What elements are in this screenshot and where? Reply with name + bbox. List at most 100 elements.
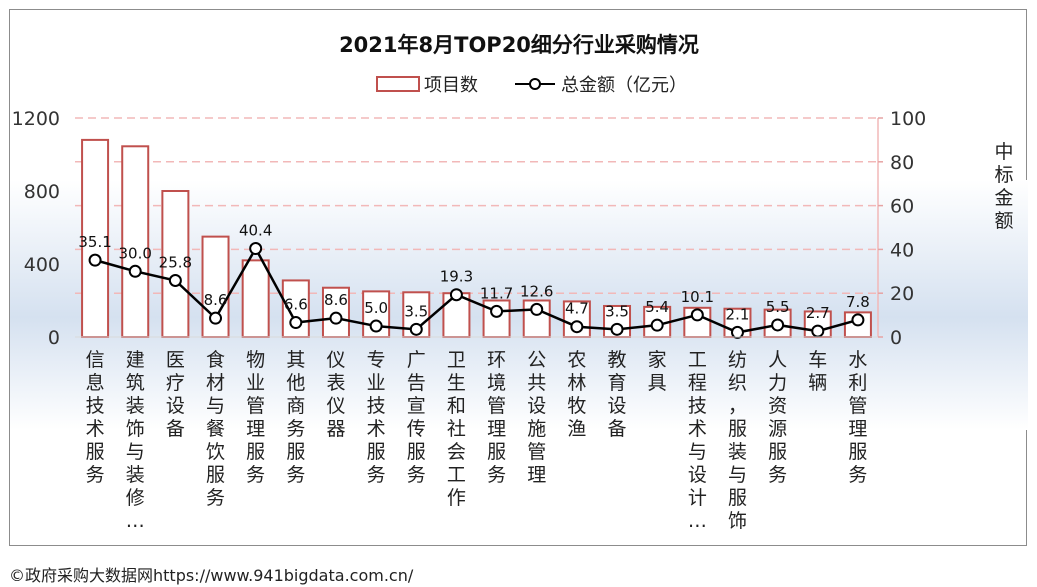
line-point <box>610 322 624 336</box>
x-tick-char: 境 <box>487 372 506 394</box>
x-tick-char: 信 <box>86 349 105 371</box>
x-tick-char: 服 <box>86 441 105 463</box>
x-tick-char: 和 <box>447 395 466 417</box>
x-tick-char: 宣 <box>407 395 426 417</box>
x-tick-char: 设 <box>166 395 185 417</box>
x-tick-char: 服 <box>407 441 426 463</box>
x-tick-char: 务 <box>86 464 105 486</box>
y-tick-label-right: 100 <box>890 108 926 130</box>
line-point <box>811 324 825 338</box>
source-note: ©政府采购大数据网https://www.941bigdata.com.cn/ <box>9 566 414 585</box>
x-tick-char: 作 <box>447 487 466 509</box>
x-tick-char: 资 <box>768 395 787 417</box>
x-tick-char: 理 <box>527 464 546 486</box>
x-tick-char: 力 <box>768 372 787 394</box>
x-tick-char: 装 <box>728 441 747 463</box>
line-point <box>650 318 664 332</box>
x-tick-char: 与 <box>126 441 145 463</box>
x-tick-char: 疗 <box>166 372 185 394</box>
x-tick-char: 服 <box>848 441 867 463</box>
x-tick-char: 工 <box>447 464 466 486</box>
x-tick-label: 车辆 <box>808 349 827 394</box>
x-tick-char: 物 <box>246 349 265 371</box>
x-axis: 信息技术服务建筑装饰与装修…医疗设备食材与餐饮服务物业管理服务其他商务服务仪表仪… <box>75 336 878 532</box>
line-point <box>369 319 383 333</box>
line-point <box>209 311 223 325</box>
x-tick-char: 业 <box>367 372 386 394</box>
x-tick-char: 器 <box>326 418 345 440</box>
line-point <box>409 322 423 336</box>
bar <box>121 145 150 338</box>
x-tick-label: 建筑装饰与装修… <box>126 349 145 532</box>
data-label: 4.7 <box>565 300 589 318</box>
data-label: 25.8 <box>159 253 192 271</box>
x-tick-char: 筑 <box>126 372 145 394</box>
x-tick-char: 建 <box>126 349 145 371</box>
y-tick-label-left: 0 <box>48 327 60 349</box>
x-tick-char: 理 <box>487 418 506 440</box>
x-tick-char: 传 <box>407 418 426 440</box>
x-tick-char: 技 <box>367 395 386 417</box>
x-tick-char: 源 <box>768 418 787 440</box>
x-tick-char: 技 <box>86 395 105 417</box>
x-tick-char: 设 <box>527 395 546 417</box>
x-tick-char: 利 <box>848 372 867 394</box>
legend: 项目数 总金额（亿元） <box>376 75 687 96</box>
x-tick-char: 公 <box>527 349 546 371</box>
x-tick-char: 水 <box>848 349 867 371</box>
y-tick-label-right: 40 <box>890 239 914 261</box>
line-point <box>490 304 504 318</box>
x-tick-char: 服 <box>728 487 747 509</box>
x-tick-char: 服 <box>286 441 305 463</box>
x-tick-char: 务 <box>367 464 386 486</box>
x-tick-char: 育 <box>608 372 627 394</box>
y-tick-label-left: 800 <box>24 181 60 203</box>
y-tick-label-left: 1200 <box>12 108 60 130</box>
x-tick-char: 服 <box>246 441 265 463</box>
x-tick-char: 服 <box>367 441 386 463</box>
x-tick-char: 渔 <box>567 418 586 440</box>
x-tick-char: 技 <box>688 395 707 417</box>
x-tick-char: 服 <box>206 464 225 486</box>
y-tick-label-right: 60 <box>890 196 914 218</box>
x-tick-char: 农 <box>567 349 586 371</box>
x-tick-char: 辆 <box>808 372 827 394</box>
x-tick-char: 管 <box>527 441 546 463</box>
x-tick-char: 卫 <box>447 349 466 371</box>
x-tick-char: 饮 <box>206 441 225 463</box>
x-tick-char: 术 <box>86 418 105 440</box>
x-tick-char: 务 <box>407 464 426 486</box>
data-label: 40.4 <box>239 222 272 240</box>
chart-frame: 2021年8月TOP20细分行业采购情况 项目数 总金额（亿元） 0 400 800… <box>9 9 1028 546</box>
x-tick-char: 备 <box>166 418 185 440</box>
x-tick-char: 餐 <box>206 418 225 440</box>
line-point <box>249 242 263 256</box>
x-tick-char: 工 <box>688 349 707 371</box>
line-point <box>690 308 704 322</box>
x-tick-char: 务 <box>487 464 506 486</box>
line-point <box>289 316 303 330</box>
x-tick-char: 环 <box>487 349 506 371</box>
data-label: 2.7 <box>806 304 830 322</box>
x-tick-char: 管 <box>246 395 265 417</box>
legend-bar-label: 项目数 <box>424 75 478 96</box>
x-tick-char: 生 <box>447 372 466 394</box>
x-tick-char: 其 <box>286 349 305 371</box>
x-tick-char: 务 <box>286 464 305 486</box>
line-point <box>771 318 785 332</box>
data-label: 8.6 <box>204 291 228 309</box>
chart-title: 2021年8月TOP20细分行业采购情况 <box>339 33 699 57</box>
data-label: 2.1 <box>726 305 750 323</box>
x-tick-char: 术 <box>367 418 386 440</box>
x-tick-char: 具 <box>648 372 667 394</box>
x-tick-char: 务 <box>286 418 305 440</box>
x-tick-char: 施 <box>527 418 546 440</box>
